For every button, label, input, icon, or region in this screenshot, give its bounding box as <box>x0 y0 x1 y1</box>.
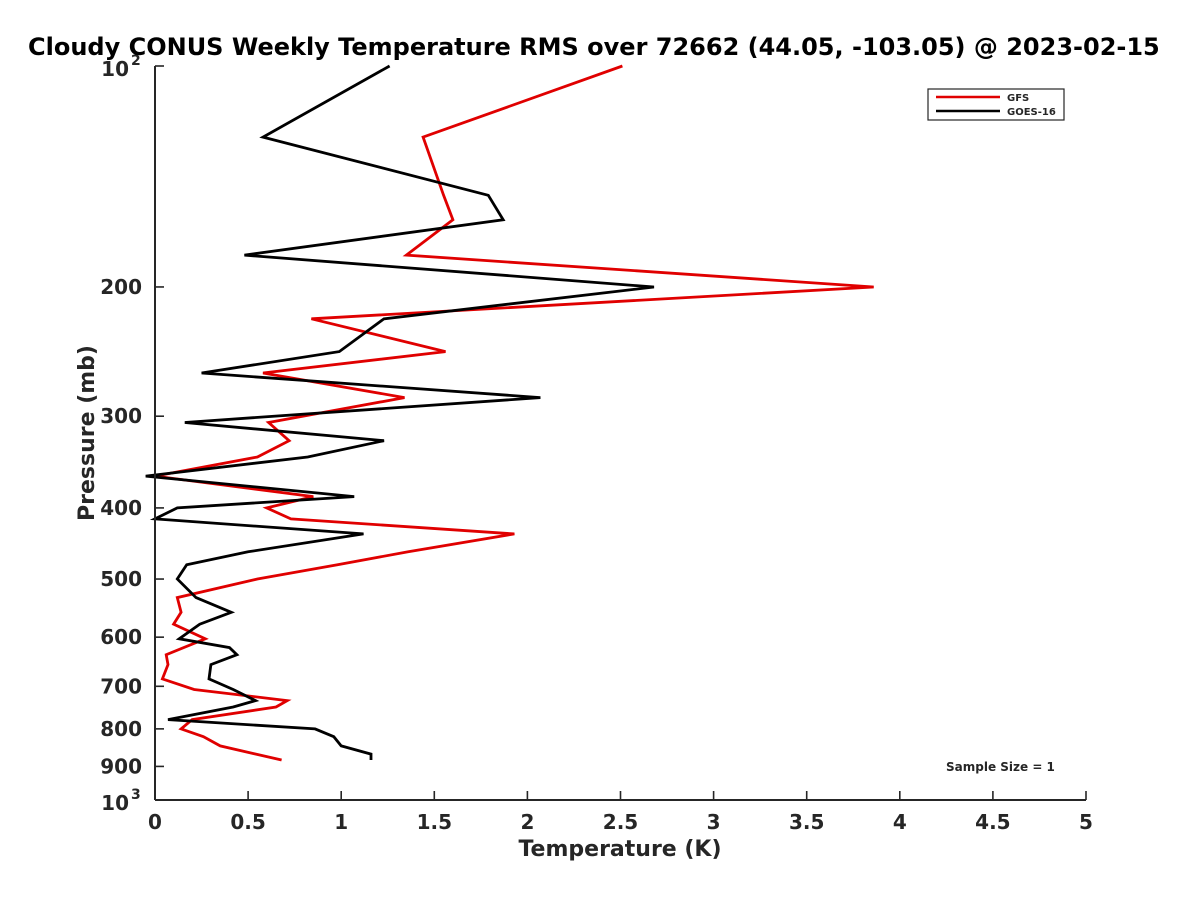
sample-size-annotation: Sample Size = 1 <box>946 760 1055 774</box>
legend-label-gfs: GFS <box>1007 93 1029 104</box>
y-tick-base: 10 <box>101 57 129 81</box>
y-tick-label: 800 <box>100 717 142 741</box>
y-tick-exponent: 2 <box>131 53 141 69</box>
x-tick-label: 4.5 <box>975 810 1010 834</box>
y-tick-label: 700 <box>100 674 142 698</box>
x-axis-label: Temperature (K) <box>518 837 721 862</box>
x-tick-label: 0.5 <box>230 810 265 834</box>
y-tick-label: 400 <box>100 496 142 520</box>
x-tick-label: 0 <box>148 810 162 834</box>
y-tick-label: 200 <box>100 275 142 299</box>
y-tick-base: 10 <box>101 791 129 815</box>
y-tick-label: 600 <box>100 625 142 649</box>
legend: GFS GOES-16 <box>927 88 1065 121</box>
y-tick-label-power: 10 2 <box>101 53 141 81</box>
series-line-goes16 <box>145 64 655 760</box>
x-tick-label: 5 <box>1079 810 1093 834</box>
chart-title: Cloudy CONUS Weekly Temperature RMS over… <box>28 33 1160 61</box>
x-tick-label: 1 <box>334 810 348 834</box>
y-axis-label: Pressure (mb) <box>75 345 100 521</box>
x-tick-label: 2.5 <box>603 810 638 834</box>
x-tick-label: 4 <box>893 810 907 834</box>
legend-box <box>927 88 1065 121</box>
x-tick-label: 3.5 <box>789 810 824 834</box>
y-tick-label: 500 <box>100 567 142 591</box>
series-layer <box>145 64 874 762</box>
legend-label-goes16: GOES-16 <box>1007 107 1056 118</box>
series-line-gfs <box>154 64 874 762</box>
x-tick-label: 1.5 <box>417 810 452 834</box>
y-tick-label-power: 10 3 <box>101 787 141 815</box>
x-tick-label: 3 <box>707 810 721 834</box>
y-tick-exponent: 3 <box>131 787 141 803</box>
y-tick-label: 300 <box>100 404 142 428</box>
x-ticks: 0 0.5 1 1.5 2 2.5 3 3.5 4 4.5 5 <box>148 791 1093 834</box>
y-tick-label: 900 <box>100 754 142 778</box>
x-tick-label: 2 <box>520 810 534 834</box>
